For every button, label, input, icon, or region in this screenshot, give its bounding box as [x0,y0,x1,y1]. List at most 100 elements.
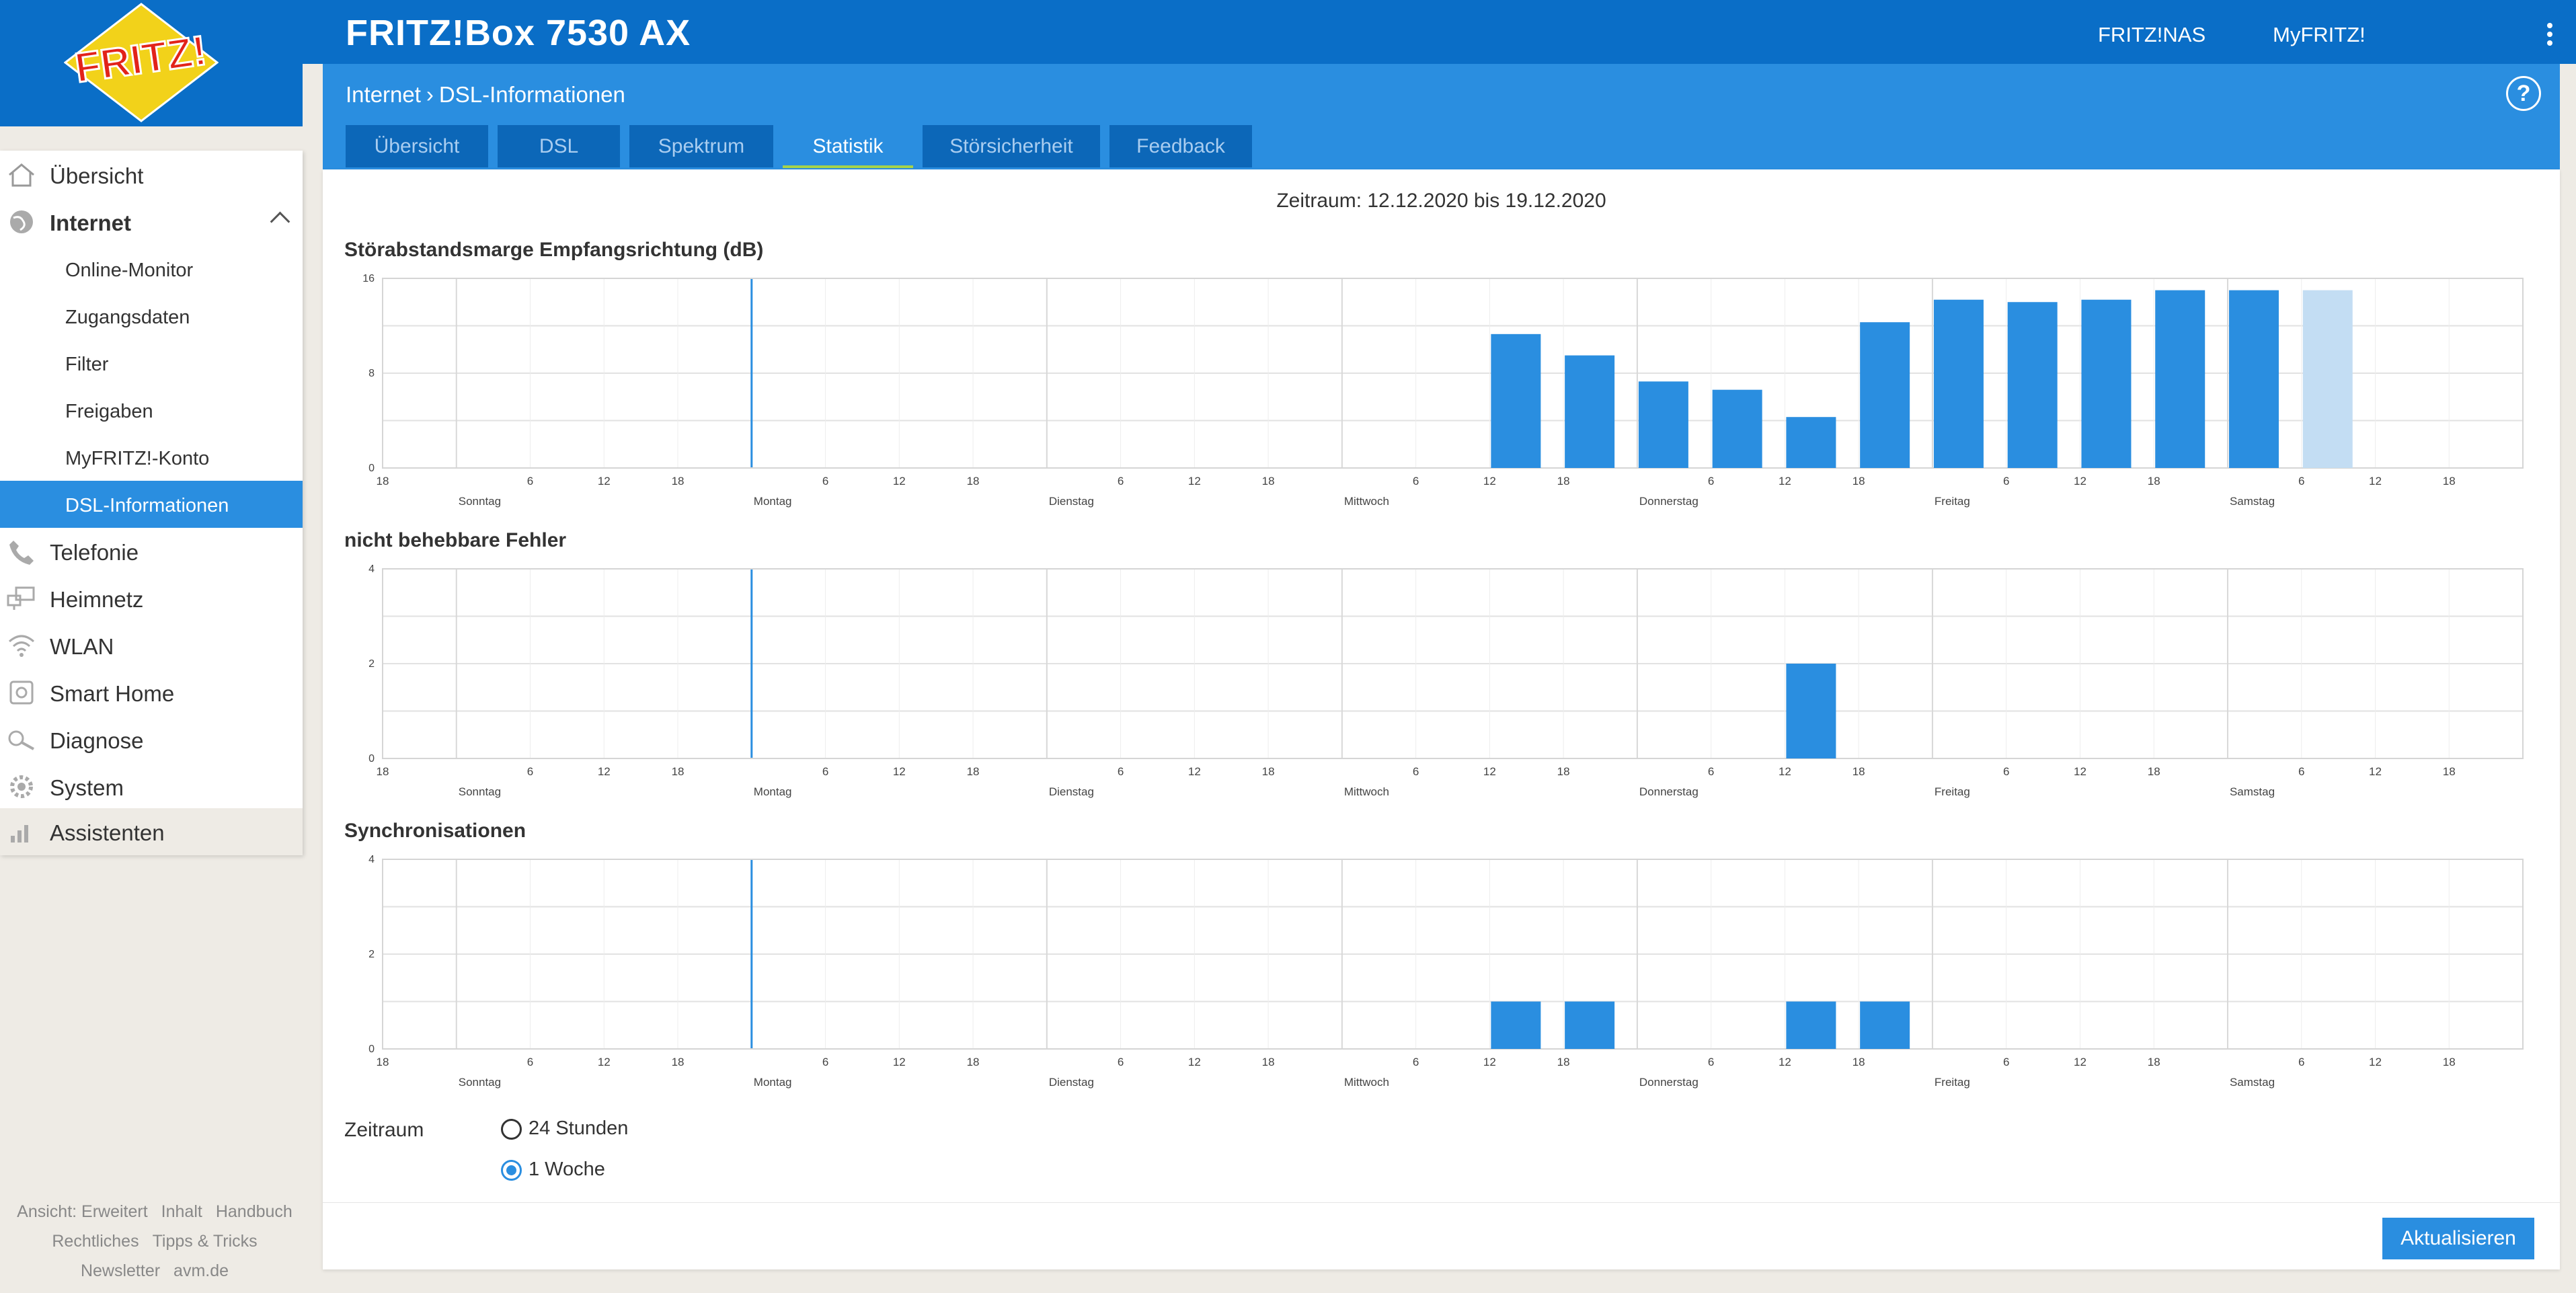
sidebar-item-diagnose[interactable]: Diagnose [0,716,303,763]
day-label: Freitag [1935,495,1970,508]
x-tick-label: 6 [822,1056,828,1068]
sidebar-item-smart-home[interactable]: Smart Home [0,669,303,716]
x-tick-label: 18 [377,1056,389,1068]
chart-bar [2228,290,2279,468]
x-tick-label: 18 [672,475,685,487]
x-tick-label: 12 [2074,765,2086,778]
y-tick-label: 4 [368,563,375,575]
tab-statistik[interactable]: Statistik [783,125,913,168]
plot-frame [382,859,2524,1050]
breadcrumb-current: DSL-Informationen [438,82,625,107]
chart-bar [1491,1001,1541,1049]
sidebar-sub-online-monitor[interactable]: Online-Monitor [0,245,303,292]
x-tick-label: 6 [2003,765,2009,778]
footer-link[interactable]: Rechtliches [52,1232,139,1251]
tab-stoersicherheit[interactable]: Störsicherheit [923,125,1100,167]
tab-uebersicht[interactable]: Übersicht [346,125,488,167]
x-tick-label: 18 [1852,1056,1865,1068]
tab-spektrum[interactable]: Spektrum [629,125,773,167]
x-tick-label: 12 [893,475,906,487]
sidebar-sub-zugangsdaten[interactable]: Zugangsdaten [0,292,303,340]
refresh-button[interactable]: Aktualisieren [2382,1218,2534,1259]
sidebar-item-internet[interactable]: Internet [0,198,303,245]
day-label: Mittwoch [1344,495,1389,508]
footer-link[interactable]: Handbuch [215,1202,292,1221]
fritz-logo[interactable]: FRITZ! [64,3,219,122]
fritz-nas-link[interactable]: FRITZ!NAS [2098,23,2206,46]
x-tick-label: 6 [2298,475,2304,487]
sidebar-item-label: Übersicht [50,163,144,188]
myfritz-link[interactable]: MyFRITZ! [2273,23,2366,46]
breadcrumb-parent[interactable]: Internet [346,82,421,107]
x-tick-label: 18 [1852,765,1865,778]
sidebar-item-label: Assistenten [50,820,165,845]
tab-feedback[interactable]: Feedback [1109,125,1252,167]
footer-link[interactable]: Newsletter [80,1261,161,1280]
x-tick-label: 6 [2298,1056,2304,1068]
chart-bar [1786,417,1836,468]
sidebar-sub-myfritz-konto[interactable]: MyFRITZ!-Konto [0,434,303,481]
day-label: Sonntag [459,785,501,798]
x-tick-label: 6 [822,475,828,487]
footer-link[interactable]: Inhalt [161,1202,202,1221]
sidebar-item-assistenten[interactable]: Assistenten [0,808,303,855]
radio-checked-icon[interactable] [501,1159,522,1181]
x-tick-label: 6 [1708,765,1714,778]
sidebar-item-label: System [50,775,124,800]
chart-bar [2081,299,2132,468]
footer-link[interactable]: Tipps & Tricks [152,1232,258,1251]
sidebar-item-uebersicht[interactable]: Übersicht [0,151,303,198]
help-icon[interactable]: ? [2506,76,2541,111]
x-tick-label: 12 [2369,475,2382,487]
sidebar-item-label: Telefonie [50,540,139,565]
sidebar-sub-filter[interactable]: Filter [0,340,303,387]
breadcrumb-chevron-icon: › [426,82,434,107]
wifi-icon [9,635,34,657]
tab-dsl[interactable]: DSL [498,125,620,167]
radio-label: 24 Stunden [529,1118,629,1139]
radio-24-stunden[interactable]: 24 Stunden [501,1118,628,1140]
sidebar-item-heimnetz[interactable]: Heimnetz [0,575,303,622]
x-tick-label: 18 [1557,475,1570,487]
sidebar-sub-label: Filter [65,354,109,375]
x-tick-label: 18 [967,475,980,487]
chart-bar [1491,334,1541,468]
chart-bar [1860,322,1910,468]
x-tick-label: 6 [1413,475,1419,487]
x-tick-label: 18 [2148,765,2160,778]
sidebar-item-wlan[interactable]: WLAN [0,622,303,669]
smart-home-icon [9,680,34,705]
sidebar-item-label: Diagnose [50,728,144,753]
gear-icon [10,775,33,798]
kebab-menu-icon[interactable] [2547,23,2554,50]
x-tick-label: 12 [1779,1056,1791,1068]
chart-bar [2155,290,2206,468]
x-tick-label: 12 [598,765,611,778]
sidebar-item-system[interactable]: System [0,763,303,810]
sidebar-sub-freigaben[interactable]: Freigaben [0,387,303,434]
zeitraum-label: Zeitraum [344,1119,424,1141]
sidebar-sub-dsl-informationen[interactable]: DSL-Informationen [0,481,303,528]
sidebar-item-telefonie[interactable]: Telefonie [0,528,303,575]
radio-circle-icon[interactable] [501,1118,522,1140]
x-tick-label: 18 [2443,765,2456,778]
day-label: Samstag [2230,1076,2275,1089]
day-label: Freitag [1935,1076,1970,1089]
sidebar-sub-label: MyFRITZ!-Konto [65,448,210,469]
footer-link[interactable]: Ansicht: Erweitert [17,1202,148,1221]
chevron-up-icon[interactable] [270,211,290,232]
footer-link[interactable]: avm.de [173,1261,229,1280]
x-tick-label: 6 [1708,475,1714,487]
sidebar-item-label: Heimnetz [50,587,144,612]
x-tick-label: 12 [1483,1056,1496,1068]
x-tick-label: 18 [967,765,980,778]
y-tick-label: 0 [368,753,375,765]
radio-1-woche[interactable]: 1 Woche [501,1159,605,1181]
day-label: Dienstag [1049,1076,1094,1089]
x-tick-label: 18 [672,1056,685,1068]
sidebar-item-label: WLAN [50,634,114,659]
logo-area: FRITZ! [0,0,303,126]
phone-icon [9,541,34,565]
chart-bar [1786,1001,1836,1049]
day-label: Montag [754,785,792,798]
